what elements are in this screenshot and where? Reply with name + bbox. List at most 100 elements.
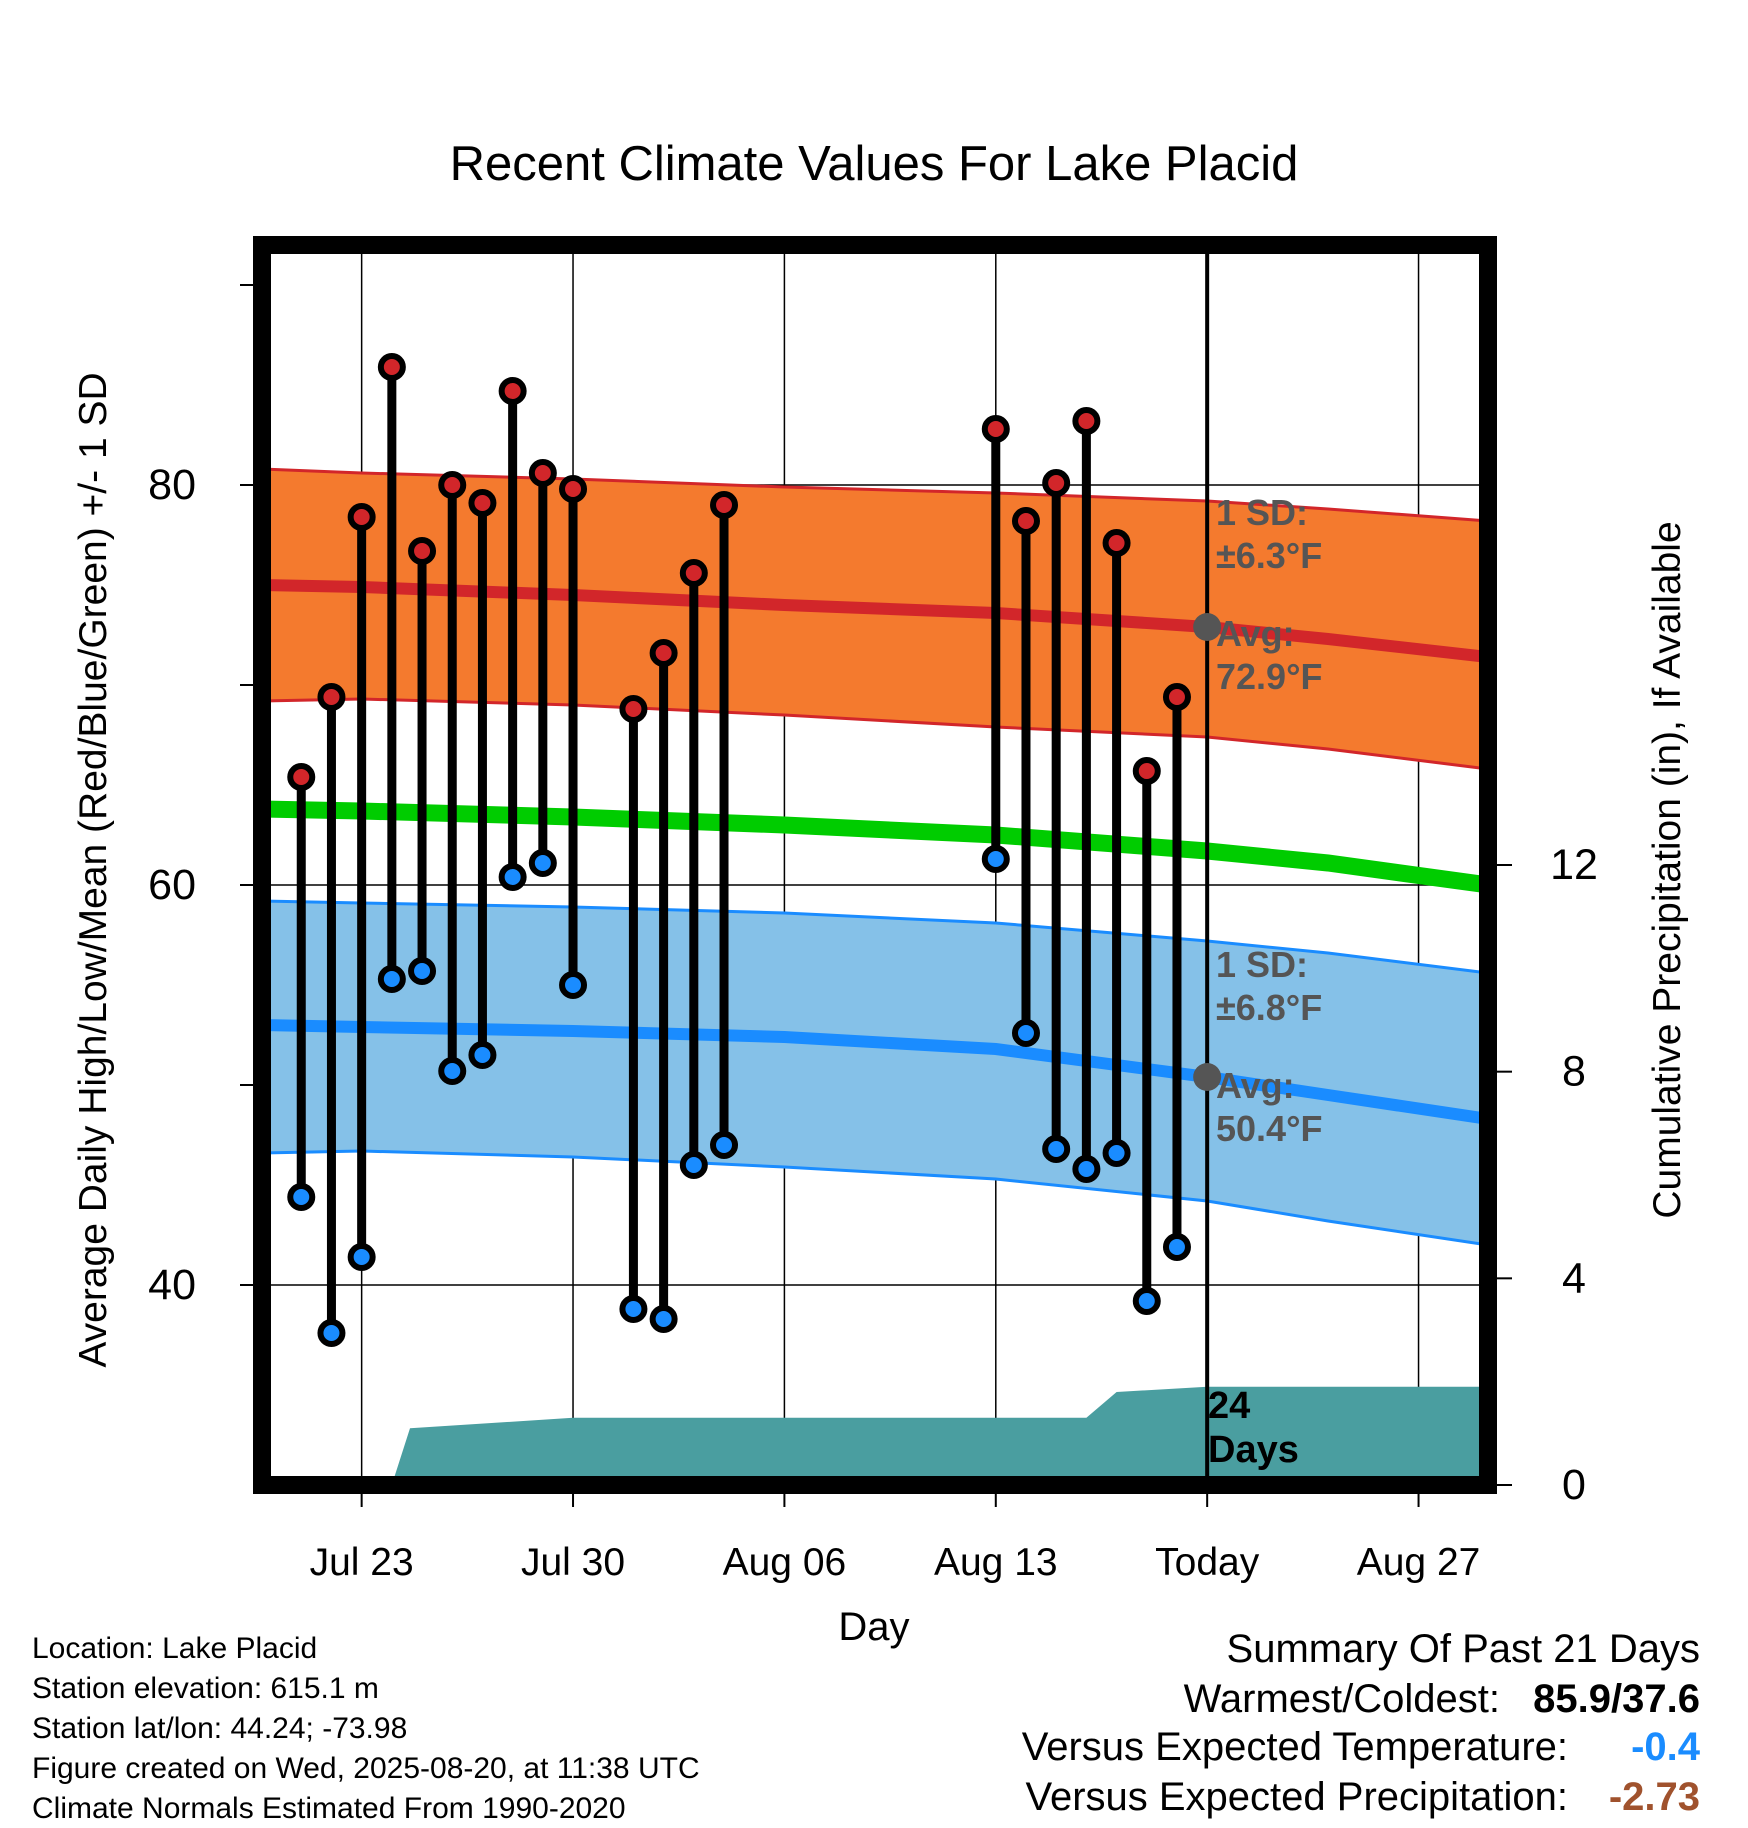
y2-axis-label: Cumulative Precipitation (in), If Availa… (1646, 521, 1689, 1218)
daily-high-point (438, 471, 467, 499)
info-created: Figure created on Wed, 2025-08-20, at 11… (32, 1752, 700, 1785)
daily-high-point (619, 695, 648, 723)
y2-tick-label: 12 (1550, 841, 1598, 889)
daily-low-point (408, 957, 437, 985)
daily-low-point (1072, 1155, 1101, 1183)
daily-low-point (498, 863, 527, 891)
days-annotation: 24 Days (1208, 1385, 1299, 1471)
high-avg-label: Avg: (1216, 613, 1295, 654)
info-elevation: Station elevation: 615.1 m (32, 1672, 379, 1705)
daily-high-point (1132, 757, 1161, 785)
low-normal-line (262, 1019, 1488, 1125)
x-tick-label: Aug 13 (934, 1541, 1058, 1584)
precip-area (262, 1386, 1488, 1485)
daily-high-point (317, 683, 346, 711)
y-tick-label: 40 (148, 1261, 196, 1309)
x-tick-label: Aug 06 (723, 1541, 847, 1584)
daily-low-point (1162, 1233, 1191, 1261)
daily-high-point (559, 475, 588, 503)
summary-warm-cold-value: 85.9/37.6 (1533, 1677, 1700, 1721)
summary-title: Summary Of Past 21 Days (1227, 1627, 1700, 1671)
daily-high-point (1011, 507, 1040, 535)
summary-panel: Summary Of Past 21 Days Warmest/Coldest:… (1022, 1627, 1701, 1819)
high-sd-band-lower-edge (262, 697, 1488, 771)
mean-normal-line (262, 800, 1488, 894)
daily-high-point (377, 353, 406, 381)
daily-high-point (498, 377, 527, 405)
annotations: 1 SD: ±6.3°F Avg: 72.9°F 1 SD: ±6.8°F Av… (1216, 492, 1322, 1149)
station-info: Location: Lake Placid Station elevation:… (32, 1632, 700, 1825)
daily-high-point (710, 491, 739, 519)
info-latlon: Station lat/lon: 44.24; -73.98 (32, 1712, 407, 1745)
daily-low-point (317, 1319, 346, 1347)
summary-warm-cold-label: Warmest/Coldest: (1184, 1677, 1500, 1721)
summary-precip-label: Versus Expected Precipitation: (1025, 1775, 1568, 1819)
x-tick-label: Jul 23 (310, 1541, 414, 1584)
daily-high-point (1072, 407, 1101, 435)
daily-high-point (468, 489, 497, 517)
high-avg-value: 72.9°F (1216, 656, 1322, 697)
low-sd-band-upper-edge (262, 899, 1488, 975)
x-axis-label: Day (838, 1605, 909, 1649)
today-high-normal-marker (1193, 613, 1222, 641)
daily-high-point (528, 459, 557, 487)
x-tick-label: Jul 30 (521, 1541, 625, 1584)
daily-high-point (1042, 469, 1071, 497)
y-tick-label: 80 (148, 461, 196, 509)
daily-low-point (1011, 1019, 1040, 1047)
precip-area-layer (262, 1386, 1488, 1485)
daily-low-point (679, 1151, 708, 1179)
low-avg-value: 50.4°F (1216, 1108, 1322, 1149)
daily-low-point (377, 965, 406, 993)
summary-precip-value: -2.73 (1609, 1775, 1700, 1819)
daily-high-point (287, 763, 316, 791)
x-tick-label: Aug 27 (1357, 1541, 1481, 1584)
y2-tick-label: 4 (1562, 1254, 1586, 1302)
high-sd-value: ±6.3°F (1216, 535, 1322, 576)
daily-low-point (1132, 1287, 1161, 1315)
y-tick-label: 60 (148, 861, 196, 909)
low-sd-value: ±6.8°F (1216, 987, 1322, 1028)
daily-low-point (710, 1131, 739, 1159)
summary-temp-value: -0.4 (1631, 1725, 1701, 1769)
chart-title: Recent Climate Values For Lake Placid (450, 137, 1299, 191)
daily-low-point (1042, 1135, 1071, 1163)
daily-low-point (619, 1295, 648, 1323)
daily-low-point (347, 1243, 376, 1271)
daily-high-point (408, 537, 437, 565)
days-word: Days (1208, 1429, 1299, 1471)
high-sd-label: 1 SD: (1216, 492, 1308, 533)
summary-temp-label: Versus Expected Temperature: (1022, 1725, 1568, 1769)
x-tick-label: Today (1155, 1541, 1260, 1584)
daily-low-point (528, 849, 557, 877)
daily-low-point (287, 1183, 316, 1211)
axes: Jul 23 Jul 30 Aug 06 Aug 13 Today Aug 2740608… (148, 284, 1598, 1584)
daily-low-point (438, 1057, 467, 1085)
info-normals: Climate Normals Estimated From 1990-2020 (32, 1792, 626, 1825)
daily-low-point (981, 845, 1010, 873)
y2-tick-label: 8 (1562, 1048, 1586, 1096)
low-sd-label: 1 SD: (1216, 944, 1308, 985)
daily-high-point (347, 503, 376, 531)
daily-high-point (1102, 529, 1131, 557)
low-sd-band-lower-edge (262, 1149, 1488, 1247)
y2-tick-label: 0 (1562, 1461, 1586, 1509)
today-low-normal-marker (1193, 1063, 1222, 1091)
daily-low-point (649, 1305, 678, 1333)
daily-range-stems (296, 245, 1210, 1485)
daily-low-point (559, 971, 588, 999)
daily-markers (287, 353, 1222, 1347)
low-avg-label: Avg: (1216, 1065, 1295, 1106)
daily-low-point (468, 1041, 497, 1069)
days-number: 24 (1208, 1385, 1250, 1427)
y-axis-label: Average Daily High/Low/Mean (Red/Blue/Gr… (72, 372, 115, 1367)
daily-low-point (1102, 1139, 1131, 1167)
high-normal-line (262, 579, 1488, 663)
daily-high-point (649, 639, 678, 667)
info-location: Location: Lake Placid (32, 1632, 317, 1665)
daily-high-point (1162, 683, 1191, 711)
high-sd-band-upper-edge (262, 467, 1488, 523)
plot-frame (253, 236, 1497, 1494)
daily-high-point (679, 559, 708, 587)
